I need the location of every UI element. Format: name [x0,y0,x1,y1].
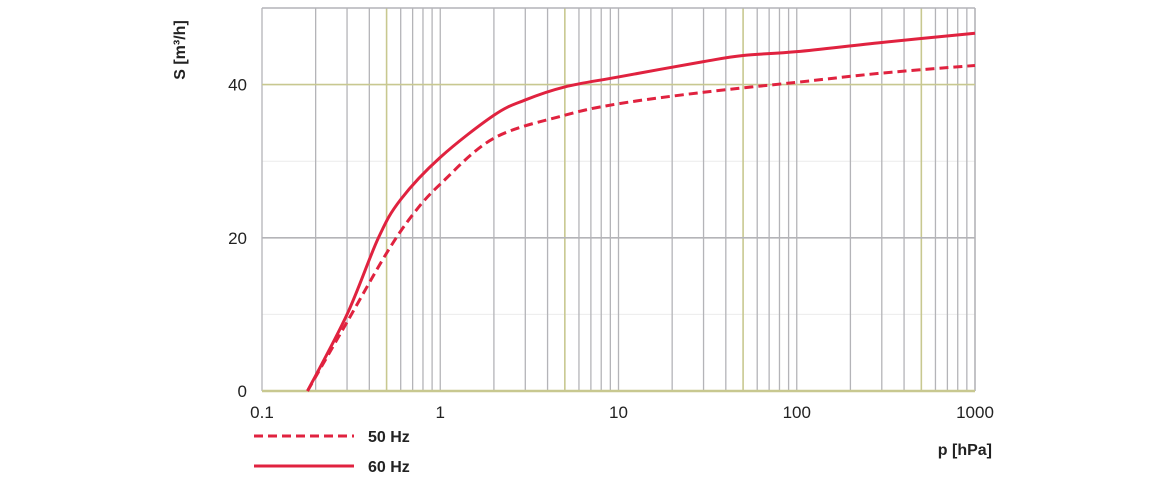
x-tick-labels: 0.1 1 10 100 1000 [250,403,994,422]
x-tick-label: 1 [436,403,445,422]
x-tick-label: 1000 [956,403,994,422]
x-tick-label: 0.1 [250,403,274,422]
grid [261,7,976,393]
legend-label-50hz: 50 Hz [368,429,410,446]
x-tick-label: 100 [783,403,811,422]
y-tick-label: 0 [238,382,247,401]
series-line-60hz [306,31,976,392]
y-tick-label: 40 [228,76,247,95]
y-tick-labels: 0 20 40 [228,76,247,401]
y-tick-label: 20 [228,229,247,248]
series-line-50hz [306,63,976,392]
legend-label-60hz: 60 Hz [368,459,410,476]
x-axis-label: p [hPa] [938,442,992,459]
y-axis-label: S [m³/h] [172,20,189,80]
x-tick-label: 10 [609,403,628,422]
curves [306,31,976,392]
legend: 50 Hz 60 Hz [254,429,410,476]
